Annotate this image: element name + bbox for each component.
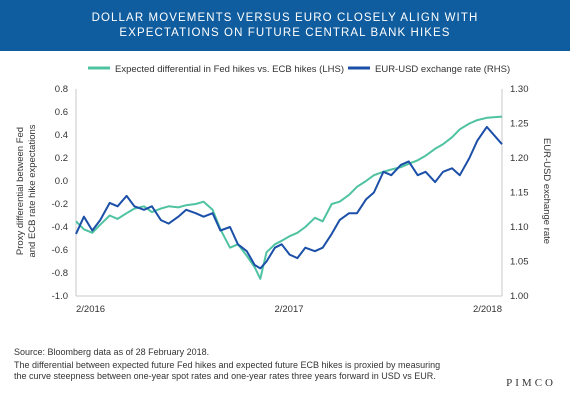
y-tick-right-6: 1.00	[510, 291, 529, 302]
y-tick-left-0: 0.8	[55, 84, 68, 95]
x-tick-0: 2/2016	[76, 304, 105, 315]
x-tick-1: 2/2017	[274, 304, 303, 315]
series-line-rhs	[75, 125, 503, 270]
y-tick-left-4: 0.0	[55, 176, 68, 187]
y-axis-left-label-line-1: Proxy differential between Fed	[15, 127, 26, 255]
y-axis-left-ticks: 0.8 0.6 0.4 0.2 0.0 -0.2 -0.4 -0.6 -0.8 -1.0	[52, 84, 68, 302]
x-axis-ticks: 2/2016 2/2017 2/2018	[76, 304, 502, 315]
chart-legend: Expected differential in Fed hikes vs. E…	[88, 64, 510, 75]
title-banner: DOLLAR MOVEMENTS VERSUS EURO CLOSELY ALI…	[0, 0, 570, 51]
brand-wordmark: PIMCO	[506, 377, 556, 389]
y-axis-right-label: EUR-USD exchange rate	[541, 138, 552, 244]
chart-title-line-1: DOLLAR MOVEMENTS VERSUS EURO CLOSELY ALI…	[91, 11, 479, 24]
y-tick-right-2: 1.20	[510, 153, 529, 164]
y-axis-right-ticks: 1.30 1.25 1.20 1.15 1.10 1.05 1.00	[510, 84, 529, 302]
y-axis-left-label-line-2: and ECB rate hike expectations	[27, 124, 38, 257]
series-group	[75, 115, 503, 280]
method-note-line-1: The differential between expected future…	[14, 360, 441, 370]
chart-plot: Expected differential in Fed hikes vs. E…	[15, 64, 552, 315]
y-tick-right-4: 1.10	[510, 222, 529, 233]
source-note: Source: Bloomberg data as of 28 February…	[14, 347, 210, 357]
y-tick-right-5: 1.05	[510, 257, 529, 268]
y-tick-right-0: 1.30	[510, 84, 529, 95]
y-tick-left-6: -0.4	[52, 222, 68, 233]
chart-title-line-2: EXPECTATIONS ON FUTURE CENTRAL BANK HIKE…	[119, 26, 451, 39]
legend-label-rhs: EUR-USD exchange rate (RHS)	[375, 64, 510, 75]
method-note-line-2: the curve steepness between one-year spo…	[14, 371, 436, 381]
y-tick-left-1: 0.6	[55, 107, 68, 118]
y-tick-left-9: -1.0	[52, 291, 68, 302]
y-tick-left-7: -0.6	[52, 245, 68, 256]
y-tick-left-2: 0.4	[55, 130, 68, 141]
y-tick-left-5: -0.2	[52, 199, 68, 210]
y-tick-right-3: 1.15	[510, 188, 529, 199]
x-tick-2: 2/2018	[473, 304, 502, 315]
y-tick-left-3: 0.2	[55, 153, 68, 164]
y-tick-left-8: -0.8	[52, 268, 68, 279]
legend-label-lhs: Expected differential in Fed hikes vs. E…	[115, 64, 344, 75]
y-tick-right-1: 1.25	[510, 119, 529, 130]
